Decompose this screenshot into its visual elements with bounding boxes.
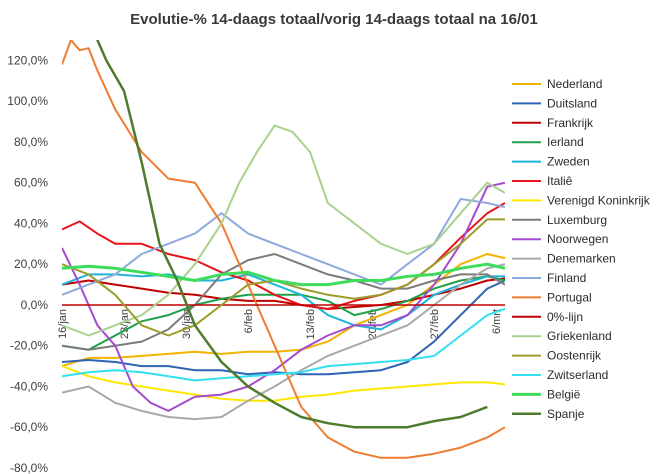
x-tick-label: 30/jan xyxy=(181,309,193,339)
y-tick-label: 100,0% xyxy=(7,94,48,108)
y-tick-label: 40,0% xyxy=(14,216,48,230)
legend-label: Denemarken xyxy=(547,252,616,266)
x-tick-label: 6/feb xyxy=(243,309,255,333)
legend-label: Portugal xyxy=(547,290,592,304)
series-line-finland xyxy=(62,198,505,296)
y-tick-label: -40,0% xyxy=(10,379,48,393)
legend-label: Ierland xyxy=(547,135,584,149)
chart-title: Evolutie-% 14-daags totaal/vorig 14-daag… xyxy=(130,11,538,28)
legend-label: Finland xyxy=(547,271,586,285)
legend: Nederland Duitsland Frankrijk Ierland Zweden… xyxy=(512,77,651,421)
series-line-oostenrijk xyxy=(62,218,505,337)
y-tick-label: 60,0% xyxy=(14,176,48,190)
legend-label: Oostenrijk xyxy=(547,349,602,363)
series-line-spanje xyxy=(96,40,488,429)
series-line-griekenland xyxy=(62,124,505,337)
y-tick-label: 0,0% xyxy=(21,298,49,312)
y-axis-labels: -80,0% -60,0% -40,0% -20,0% 0,0% 20,0% 40,0% 60… xyxy=(7,53,48,474)
y-tick-label: 20,0% xyxy=(14,257,48,271)
legend-label: Zwitserland xyxy=(547,368,608,382)
y-tick-label: 80,0% xyxy=(14,135,48,149)
series-line-zwitserland xyxy=(62,308,505,382)
legend-label: Verenigd Koninkrijk xyxy=(547,193,651,207)
x-tick-label: 20/feb xyxy=(367,309,379,340)
series-line-portugal xyxy=(62,40,505,459)
legend-label: Nederland xyxy=(547,77,602,91)
y-tick-label: 120,0% xyxy=(7,53,48,67)
legend-label: Spanje xyxy=(547,407,585,421)
legend-label: Luxemburg xyxy=(547,213,607,227)
series-line-belgi- xyxy=(62,262,505,287)
y-tick-label: -20,0% xyxy=(10,339,48,353)
legend-label: Zweden xyxy=(547,155,590,169)
x-axis: 16/jan 23/jan 30/jan 6/feb 13/feb 20/feb 27/fe… xyxy=(57,309,503,340)
legend-label: Noorwegen xyxy=(547,232,608,246)
series-line-ierland xyxy=(62,275,505,351)
series-line-noorwegen xyxy=(62,181,505,412)
series-line-zweden xyxy=(62,273,505,331)
legend-label: Duitsland xyxy=(547,96,597,110)
series-line-verenigd-koninkrijk xyxy=(62,365,505,402)
series-layer xyxy=(62,40,505,459)
x-tick-label: 16/jan xyxy=(57,309,69,339)
series-line-nederland xyxy=(62,253,505,368)
legend-label: Italiê xyxy=(547,174,573,188)
legend-label: 0%-lijn xyxy=(547,310,583,324)
legend-label: Frankrijk xyxy=(547,116,594,130)
y-tick-label: -80,0% xyxy=(10,461,48,474)
legend-label: Griekenland xyxy=(547,329,612,343)
legend-label: België xyxy=(547,387,581,401)
x-tick-label: 13/feb xyxy=(305,309,317,340)
x-tick-label: 6/mrt xyxy=(491,309,503,334)
y-tick-label: -60,0% xyxy=(10,420,48,434)
x-tick-label: 27/feb xyxy=(429,309,441,340)
